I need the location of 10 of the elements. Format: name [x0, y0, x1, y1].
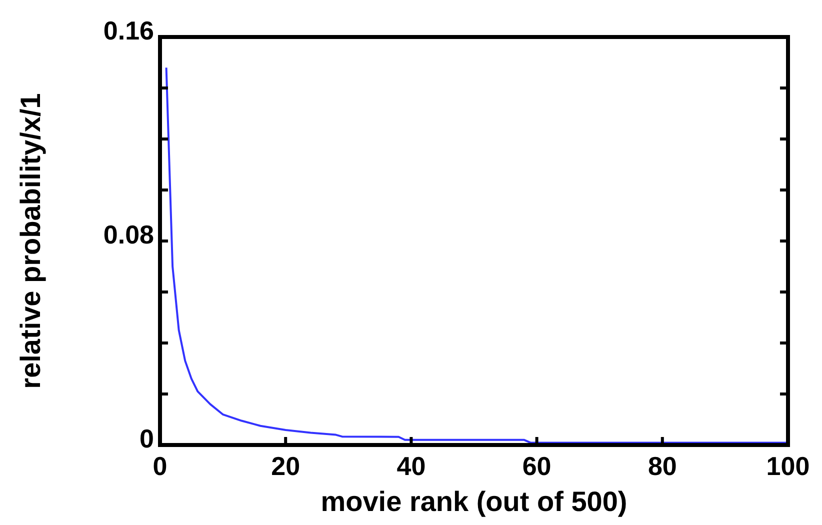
x-tick-label: 20 — [271, 451, 300, 481]
y-tick-label: 0 — [140, 424, 154, 454]
x-axis-title: movie rank (out of 500) — [320, 486, 628, 517]
y-tick-label: 0.16 — [103, 16, 154, 46]
x-tick-label: 100 — [766, 451, 810, 481]
x-tick-label: 40 — [396, 451, 426, 481]
y-tick-label: 0.08 — [103, 220, 154, 250]
x-tick-label: 80 — [648, 451, 677, 481]
x-tick-label: 60 — [522, 451, 552, 481]
y-axis-title: relative probability/x/1 — [15, 93, 46, 389]
